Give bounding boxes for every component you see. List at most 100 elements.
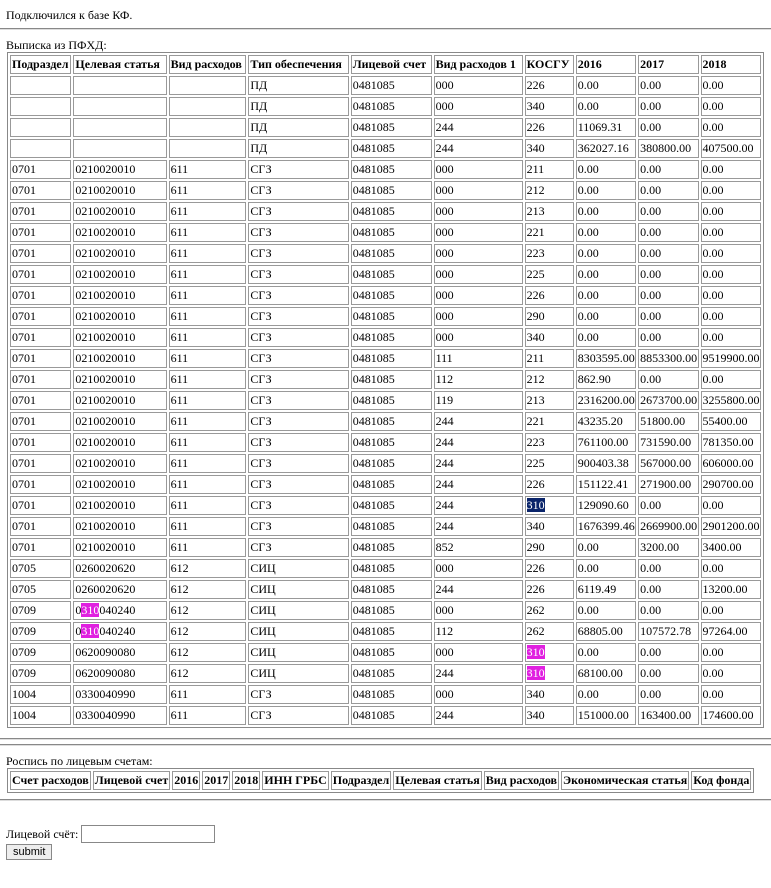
table-cell: СГЗ	[248, 412, 349, 431]
table-cell: 611	[168, 349, 247, 368]
table-cell: 68100.00	[575, 664, 637, 683]
cell-text: 040240	[99, 624, 136, 638]
account-input[interactable]	[81, 825, 216, 843]
table-cell: СГЗ	[248, 202, 349, 221]
table-cell: 781350.00	[700, 433, 761, 452]
table-row: 1004 0330040990 611 СГЗ 0481085 000 340 0.00 0.0…	[10, 685, 761, 704]
table-cell: 611	[168, 706, 247, 725]
table-cell: 000	[433, 202, 523, 221]
table-cell: 380800.00	[638, 139, 699, 158]
table-cell: 611	[168, 496, 247, 515]
table-cell: 0.00	[700, 307, 761, 326]
table-cell: 0709	[10, 622, 72, 641]
table-row: 0701 0210020010 611 СГЗ 0481085 000 213 0.00 0.0…	[10, 202, 761, 221]
table-cell: 3200.00	[638, 538, 699, 557]
table-cell: 0481085	[350, 370, 432, 389]
table-cell: 0481085	[350, 517, 432, 536]
table-cell: 0701	[10, 160, 72, 179]
table-cell: 0701	[10, 265, 72, 284]
table-cell: 0.00	[575, 223, 637, 242]
table-cell: 611	[168, 223, 247, 242]
table-cell: 340	[524, 706, 574, 725]
table-cell: 0310040240	[73, 622, 167, 641]
table-cell: 0260020620	[73, 559, 167, 578]
table-cell	[10, 76, 72, 95]
table-row: ПД 0481085 244 340 362027.16 380800.00 407500.…	[10, 139, 761, 158]
submit-button[interactable]: submit	[6, 844, 53, 860]
divider	[0, 28, 771, 30]
table-cell	[73, 118, 167, 137]
table-cell: 2316200.00	[575, 391, 637, 410]
table-cell: 0481085	[350, 391, 432, 410]
header-row: Счет расходов Лицевой счет 2016 2017 2018 ИНН…	[10, 771, 752, 790]
table-cell: 362027.16	[575, 139, 637, 158]
section1: Выписка из ПФХД: Подраздел Целевая статья…	[0, 30, 771, 728]
table-cell: СГЗ	[248, 181, 349, 200]
table-cell: 1004	[10, 685, 72, 704]
table-cell: 310	[524, 496, 574, 515]
column-header: Код фонда	[691, 771, 752, 790]
table-cell: 340	[524, 685, 574, 704]
table-cell: 761100.00	[575, 433, 637, 452]
table-cell: 213	[524, 391, 574, 410]
column-header: Лицевой счет	[92, 771, 171, 790]
table-row: 0701 0210020010 611 СГЗ 0481085 000 211 0.00 0.0…	[10, 160, 761, 179]
table-cell: 0.00	[700, 97, 761, 116]
input-label: Лицевой счёт:	[6, 827, 79, 841]
table-cell: СГЗ	[248, 496, 349, 515]
column-header: КОСГУ	[524, 55, 574, 74]
table-cell: 0210020010	[73, 202, 167, 221]
section-title: Выписка из ПФХД:	[6, 38, 107, 52]
table-cell: 340	[524, 517, 574, 536]
table-cell: 226	[524, 559, 574, 578]
content: Подключился к базе КФ.	[0, 0, 771, 24]
table-cell: 606000.00	[700, 454, 761, 473]
table-row: ПД 0481085 244 226 11069.31 0.00 0.00	[10, 118, 761, 137]
table-cell: 3255800.00	[700, 391, 761, 410]
table-cell: 0.00	[638, 286, 699, 305]
table-row: 0701 0210020010 611 СГЗ 0481085 244 340 1676399…	[10, 517, 761, 536]
table-cell: 0.00	[575, 76, 637, 95]
table-cell: 0.00	[638, 559, 699, 578]
table-cell: 244	[433, 433, 523, 452]
table-cell: 310	[524, 664, 574, 683]
status-text: Подключился к базе КФ.	[6, 8, 133, 22]
table-cell: СИЦ	[248, 664, 349, 683]
table-cell: 0.00	[575, 160, 637, 179]
table-row: 0701 0210020010 611 СГЗ 0481085 000 212 0.00 0.0…	[10, 181, 761, 200]
table-cell: ПД	[248, 97, 349, 116]
table-cell: 0.00	[638, 202, 699, 221]
form: Лицевой счёт: submit	[0, 801, 771, 860]
table-row: 0701 0210020010 611 СГЗ 0481085 000 340 0.00 0.0…	[10, 328, 761, 347]
table-cell: 0481085	[350, 664, 432, 683]
table-cell: 0.00	[575, 559, 637, 578]
table-cell: СГЗ	[248, 370, 349, 389]
table-cell: 0.00	[638, 307, 699, 326]
table-cell: 212	[524, 370, 574, 389]
table-cell: 68805.00	[575, 622, 637, 641]
table-cell: 0.00	[638, 265, 699, 284]
table-cell: 226	[524, 76, 574, 95]
table-cell: 0481085	[350, 328, 432, 347]
table-cell: 0210020010	[73, 496, 167, 515]
column-header: Вид расходов	[483, 771, 559, 790]
table-row: 0705 0260020620 612 СИЦ 0481085 244 226 6119.49…	[10, 580, 761, 599]
table-cell: 225	[524, 454, 574, 473]
table-cell: 223	[524, 433, 574, 452]
table-cell: 0481085	[350, 706, 432, 725]
table-cell	[73, 139, 167, 158]
table-cell: 0210020010	[73, 181, 167, 200]
table-cell: 0210020010	[73, 517, 167, 536]
table-cell: 0709	[10, 643, 72, 662]
table-cell: 567000.00	[638, 454, 699, 473]
table-cell: 43235.20	[575, 412, 637, 431]
table-cell	[168, 76, 247, 95]
table-cell: 0481085	[350, 643, 432, 662]
data-table: Счет расходов Лицевой счет 2016 2017 2018 ИНН…	[7, 768, 755, 793]
table-cell: 0701	[10, 244, 72, 263]
table-cell: 225	[524, 265, 574, 284]
table-cell: 11069.31	[575, 118, 637, 137]
table-cell: 0.00	[700, 664, 761, 683]
table-cell: 0481085	[350, 160, 432, 179]
table-cell: 111	[433, 349, 523, 368]
